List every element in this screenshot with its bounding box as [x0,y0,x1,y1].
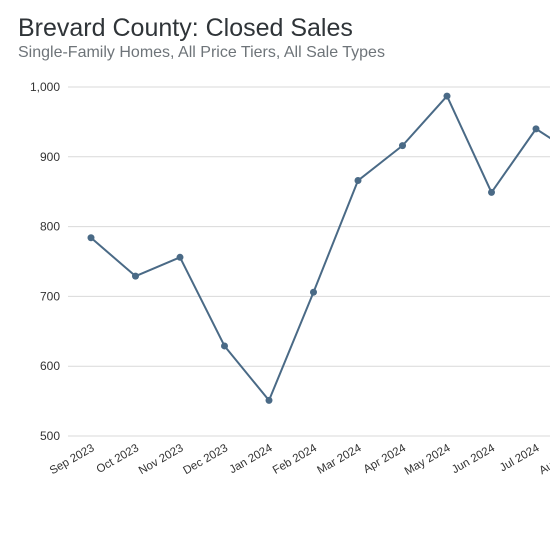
x-tick-label: Feb 2024 [271,442,320,477]
series-line [90,95,550,402]
chart-subtitle: Single-Family Homes, All Price Tiers, Al… [18,44,385,61]
data-point [488,188,495,196]
y-tick-label: 800 [40,220,60,234]
data-point [87,234,95,242]
y-tick-label: 1,000 [30,80,60,94]
x-tick-label: Nov 2023 [137,442,186,477]
data-point [132,272,139,280]
series-closed-sales [87,92,550,404]
data-point [354,177,362,185]
data-point [310,288,317,296]
y-tick-label: 700 [40,289,60,303]
y-axis-ticks: 500 600 700 800 900 1,000 [30,80,60,443]
x-tick-label: Mar 2024 [315,442,364,477]
x-tick-label: Oct 2023 [95,442,141,476]
x-tick-label: Apr 2024 [362,442,409,476]
y-tick-label: 500 [40,429,60,443]
gridlines [68,86,550,437]
data-point [532,125,540,133]
x-tick-label: May 2024 [403,442,453,478]
y-tick-label: 900 [40,150,60,164]
data-point [221,342,228,350]
x-tick-label: Jan 2024 [228,442,276,476]
data-point [176,253,184,261]
y-tick-label: 600 [40,359,60,373]
x-tick-label: Sep 2023 [48,442,97,477]
data-point [399,142,406,150]
x-tick-label: Jun 2024 [450,442,498,476]
data-point [265,396,273,404]
x-tick-label: Jul 2024 [498,442,542,474]
chart-title: Brevard County: Closed Sales [18,14,353,42]
x-tick-label: Dec 2023 [181,442,230,477]
data-point [443,92,451,100]
x-tick-label: Aug 2024 [537,442,550,477]
